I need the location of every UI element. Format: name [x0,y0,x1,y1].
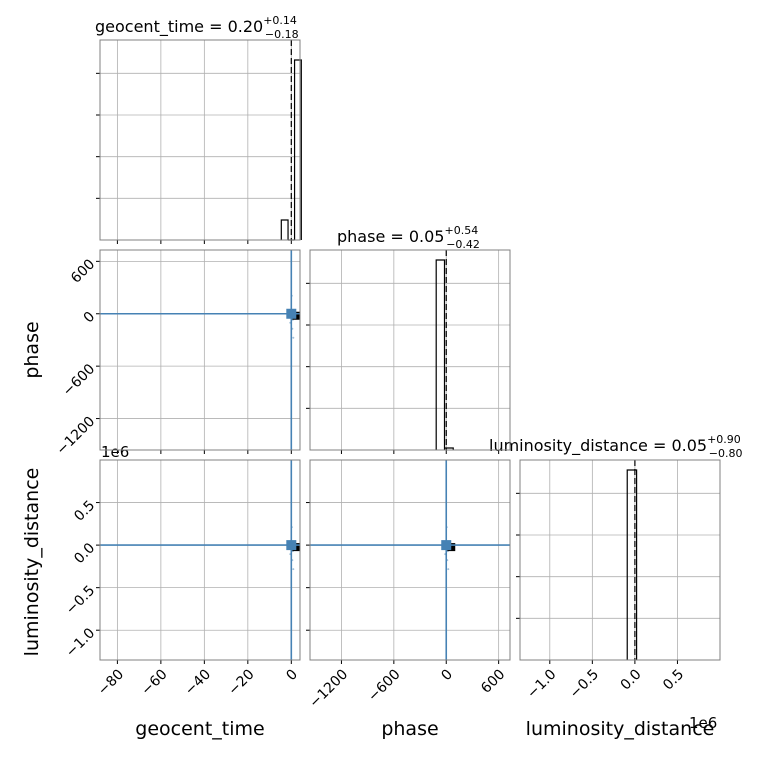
plot-layer: −80 −60 −40 −20 0 −1200 −600 0 600 −1.0 −0.5 0.0 0.5… [53,39,721,711]
offset-text-y: 1e6 [101,443,129,461]
grid [100,40,300,240]
panel-frame [99,39,301,241]
xtick-label: 0.0 [618,666,645,693]
xtick-label: −1.0 [524,666,559,701]
xtick-label: −0.5 [567,666,602,701]
panel-0-0 [96,39,302,244]
histogram [626,469,638,660]
title-luminosity-distance: luminosity_distance = 0.05+0.90 −0.80 [489,433,743,460]
panel-frame [519,459,721,661]
ytick-label: −1200 [53,414,98,459]
panel-2-1 [306,459,511,664]
xtick-label: −600 [365,666,404,705]
panel-frame [99,249,301,451]
panel-1-0 [96,249,301,454]
grid [100,460,300,660]
grid [520,460,720,660]
ytick-label: −600 [60,361,99,400]
scatter-point [292,568,295,571]
ytick-label: 0 [81,309,99,327]
xtick-label: −80 [95,666,127,698]
xtick-label: −60 [138,666,170,698]
xtick-label: 0.5 [660,666,687,693]
grid [310,250,510,450]
xlabel-luminosity-distance: luminosity_distance [526,718,715,740]
scatter-point [292,336,295,339]
xtick-label: −20 [225,666,257,698]
panel-frame [99,459,301,661]
ytick-label: 0.0 [71,540,98,567]
ytick-label: 600 [68,256,98,286]
xlabel-geocent-time: geocent_time [135,718,264,740]
histogram [435,259,454,450]
panel-frame [309,249,511,451]
grid [100,250,300,450]
panel-1-1 [306,249,511,454]
panel-2-0 [96,459,301,664]
grid [310,460,510,660]
xtick-label: −1200 [306,666,351,711]
scatter-point [447,568,450,571]
xtick-label: 600 [478,666,508,696]
title-phase: phase = 0.05+0.54 −0.42 [337,224,480,251]
ytick-label: −1.0 [63,625,98,660]
xtick-label: 0 [438,666,456,684]
panel-2-2 [516,459,721,664]
offset-text-x: 1e6 [689,714,717,732]
panel-frame [309,459,511,661]
xtick-label: −40 [182,666,214,698]
xtick-label: 0 [283,666,301,684]
ylabel-phase: phase [21,321,43,378]
ylabel-luminosity-distance: luminosity_distance [21,468,43,657]
ytick-label: −0.5 [63,583,98,618]
xlabel-phase: phase [381,718,438,740]
ytick-label: 0.5 [71,498,98,525]
title-geocent-time: geocent_time = 0.20+0.14 −0.18 [95,14,299,41]
